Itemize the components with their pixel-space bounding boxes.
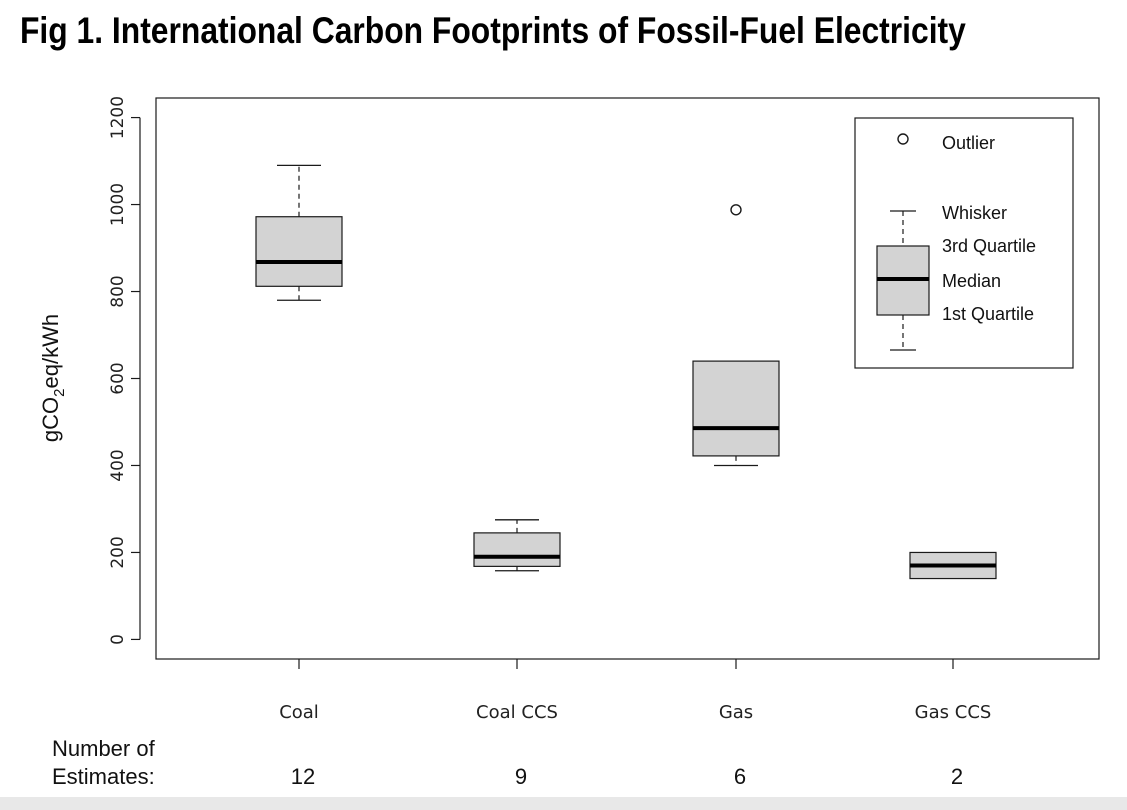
box-gas xyxy=(692,204,780,467)
legend-label-1st-quartile: 1st Quartile xyxy=(942,304,1034,324)
legend-frame xyxy=(854,117,1074,369)
x-axis: Coal Coal CCS Gas Gas CCS xyxy=(279,659,991,723)
count-value: 12 xyxy=(291,764,315,789)
count-value: 6 xyxy=(734,764,746,789)
legend: Outlier Whisker 3rd Quartile Median 1st Quar… xyxy=(854,117,1074,369)
legend-outlier-symbol xyxy=(897,133,909,145)
x-tick-label: Coal xyxy=(279,702,319,723)
y-tick-label: 400 xyxy=(108,449,128,481)
count-label-line2: Estimates: xyxy=(52,764,155,789)
count-value: 2 xyxy=(951,764,963,789)
box-gas-ccs xyxy=(909,551,997,580)
legend-label-outlier: Outlier xyxy=(942,133,995,153)
y-tick-label: 1200 xyxy=(108,96,128,139)
x-tick-label: Gas xyxy=(719,702,753,723)
y-label-suffix: eq/kWh xyxy=(38,314,63,389)
count-label-line1: Number of xyxy=(52,736,156,761)
y-tick-label: 1000 xyxy=(108,183,128,226)
footer-bar xyxy=(0,797,1127,810)
y-axis: 0 200 400 600 800 1000 1200 xyxy=(108,96,141,645)
legend-label-median: Median xyxy=(942,271,1001,291)
plot-frame xyxy=(155,97,1100,660)
chart-title: Fig 1. International Carbon Footprints o… xyxy=(20,10,966,51)
y-tick-label: 0 xyxy=(108,634,128,645)
estimate-counts: Number of Estimates: 12 9 6 2 xyxy=(52,736,963,789)
box-iqr xyxy=(692,360,780,457)
x-tick-label: Gas CCS xyxy=(915,702,992,723)
y-tick-label: 800 xyxy=(108,275,128,307)
box-series xyxy=(255,164,997,580)
y-label-subscript: 2 xyxy=(51,389,68,397)
legend-label-3rd-quartile: 3rd Quartile xyxy=(942,236,1036,256)
box-coal-ccs xyxy=(473,519,561,572)
legend-label-whisker: Whisker xyxy=(942,203,1007,223)
outlier-point xyxy=(730,204,742,216)
box-coal xyxy=(255,164,343,301)
y-label-prefix: gCO xyxy=(38,397,63,442)
y-axis-label: gCO2eq/kWh xyxy=(38,314,68,442)
y-tick-label: 200 xyxy=(108,536,128,568)
box-iqr xyxy=(473,532,561,567)
x-tick-label: Coal CCS xyxy=(476,702,558,723)
count-value: 9 xyxy=(515,764,527,789)
box-iqr xyxy=(255,216,343,287)
y-tick-label: 600 xyxy=(108,362,128,394)
